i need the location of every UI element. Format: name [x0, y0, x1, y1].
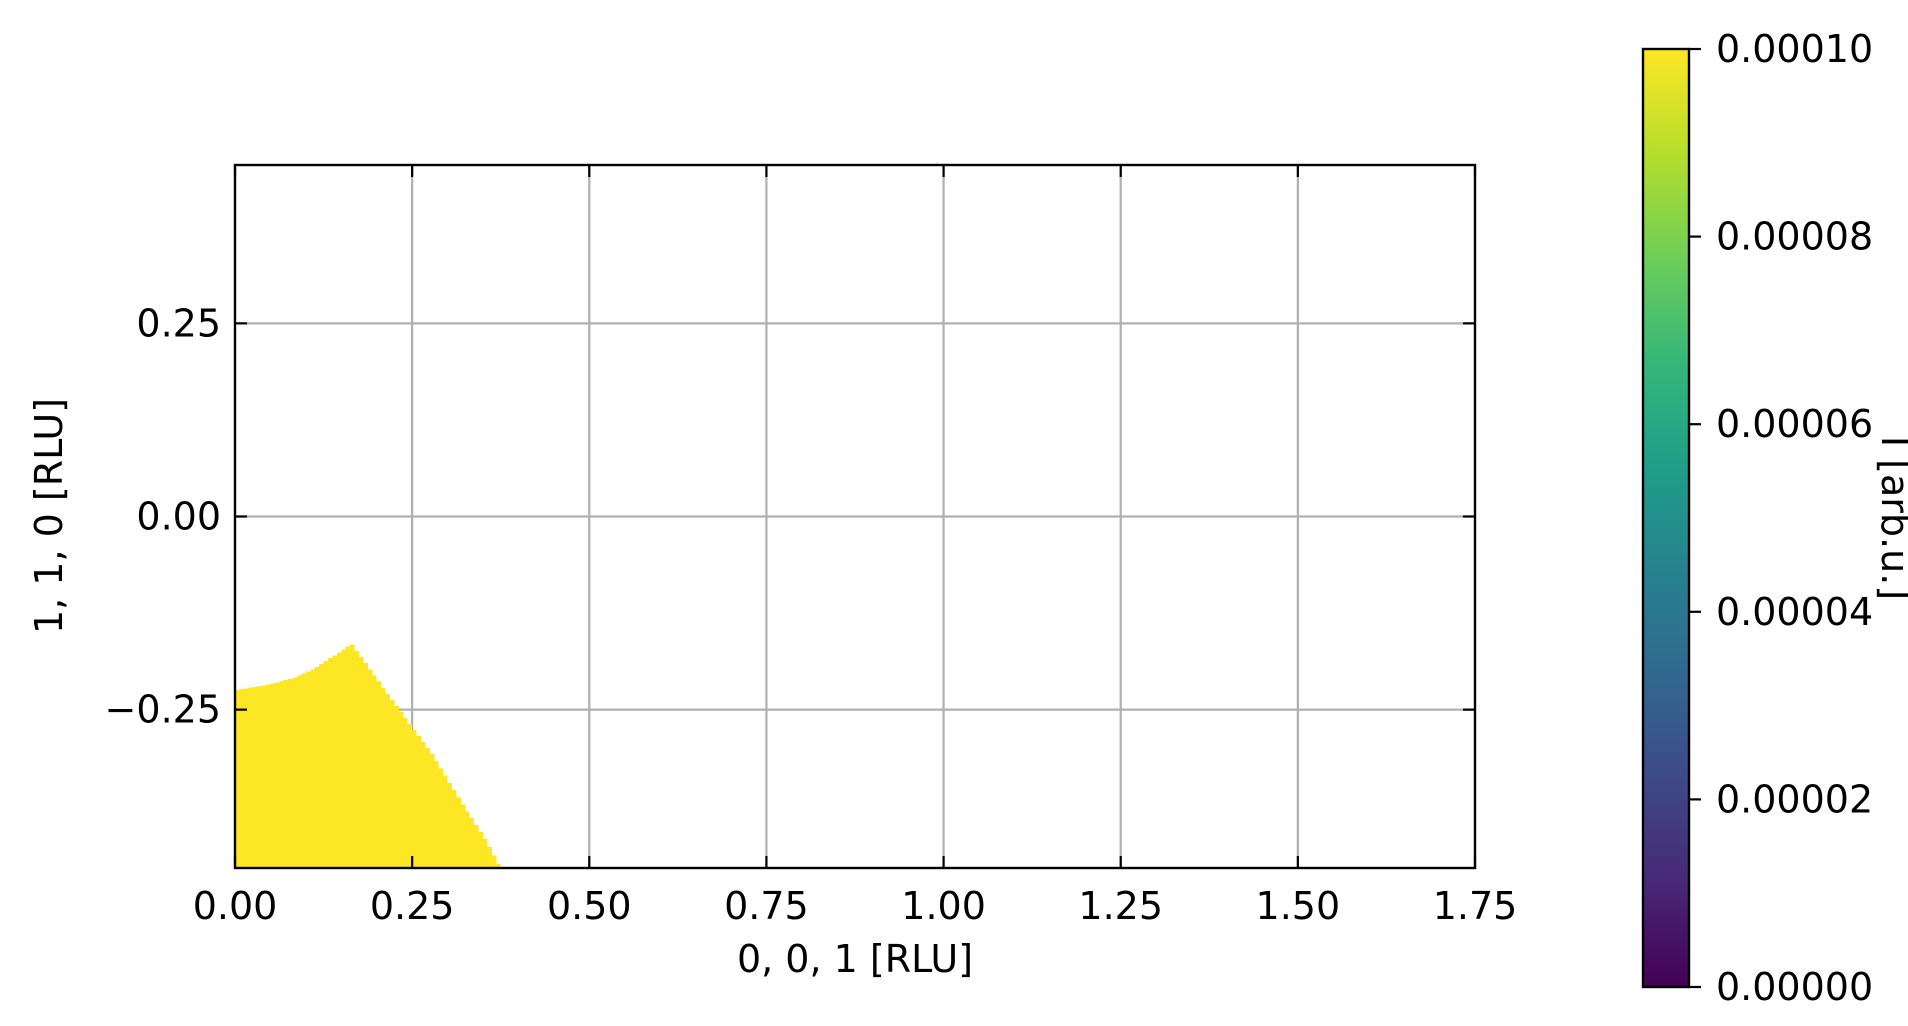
plot-area: 0.00 0.25 0.50 0.75 1.00 1.25 1.50 1.75 0.250.0… — [105, 163, 1518, 928]
x-axis-label: 0, 0, 1 [RLU] — [737, 937, 973, 981]
y-tick-label: 0.25 — [136, 301, 221, 345]
colorbar-tick-label: 0.00004 — [1716, 590, 1873, 634]
x-tick-label: 0.75 — [724, 884, 809, 928]
y-axis-label: 1, 1, 0 [RLU] — [27, 398, 71, 634]
colorbar-gradient — [1641, 47, 1691, 989]
intensity-region — [235, 644, 501, 868]
colorbar-tick-label: 0.00008 — [1716, 215, 1873, 259]
colorbar-tick-label: 0.00006 — [1716, 402, 1873, 446]
y-tick-label: −0.25 — [105, 688, 221, 732]
x-tick-label: 0.25 — [370, 884, 455, 928]
x-tick-label: 0.50 — [547, 884, 632, 928]
x-tick-label: 0.00 — [193, 884, 278, 928]
colorbar: 0.00000 0.00002 0.00004 0.00006 0.00008 0.000… — [1641, 27, 1908, 1009]
grid-lines — [235, 165, 1475, 868]
colorbar-tick-label: 0.00000 — [1716, 965, 1873, 1009]
colorbar-tick-label: 0.00010 — [1716, 27, 1873, 71]
x-tick-label: 1.00 — [901, 884, 986, 928]
x-tick-label: 1.25 — [1078, 884, 1163, 928]
colorbar-label: I [arb.u.] — [1873, 436, 1908, 600]
x-tick-label: 1.75 — [1433, 884, 1518, 928]
x-tick-label: 1.50 — [1256, 884, 1341, 928]
colorbar-ticks: 0.00000 0.00002 0.00004 0.00006 0.00008 0.000… — [1689, 27, 1873, 1009]
data-layer — [235, 644, 501, 868]
plot-frame — [233, 163, 1477, 870]
y-tick-label: 0.00 — [136, 495, 221, 539]
x-tick-labels: 0.00 0.25 0.50 0.75 1.00 1.25 1.50 1.75 — [193, 884, 1518, 928]
y-tick-labels: 0.25 0.00 −0.25 — [105, 301, 221, 731]
colorbar-tick-label: 0.00002 — [1716, 777, 1873, 821]
